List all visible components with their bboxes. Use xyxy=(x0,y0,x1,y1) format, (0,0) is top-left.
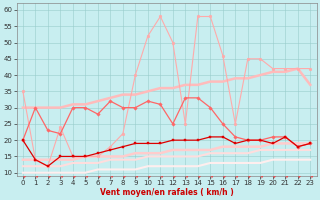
X-axis label: Vent moyen/en rafales ( km/h ): Vent moyen/en rafales ( km/h ) xyxy=(100,188,234,197)
